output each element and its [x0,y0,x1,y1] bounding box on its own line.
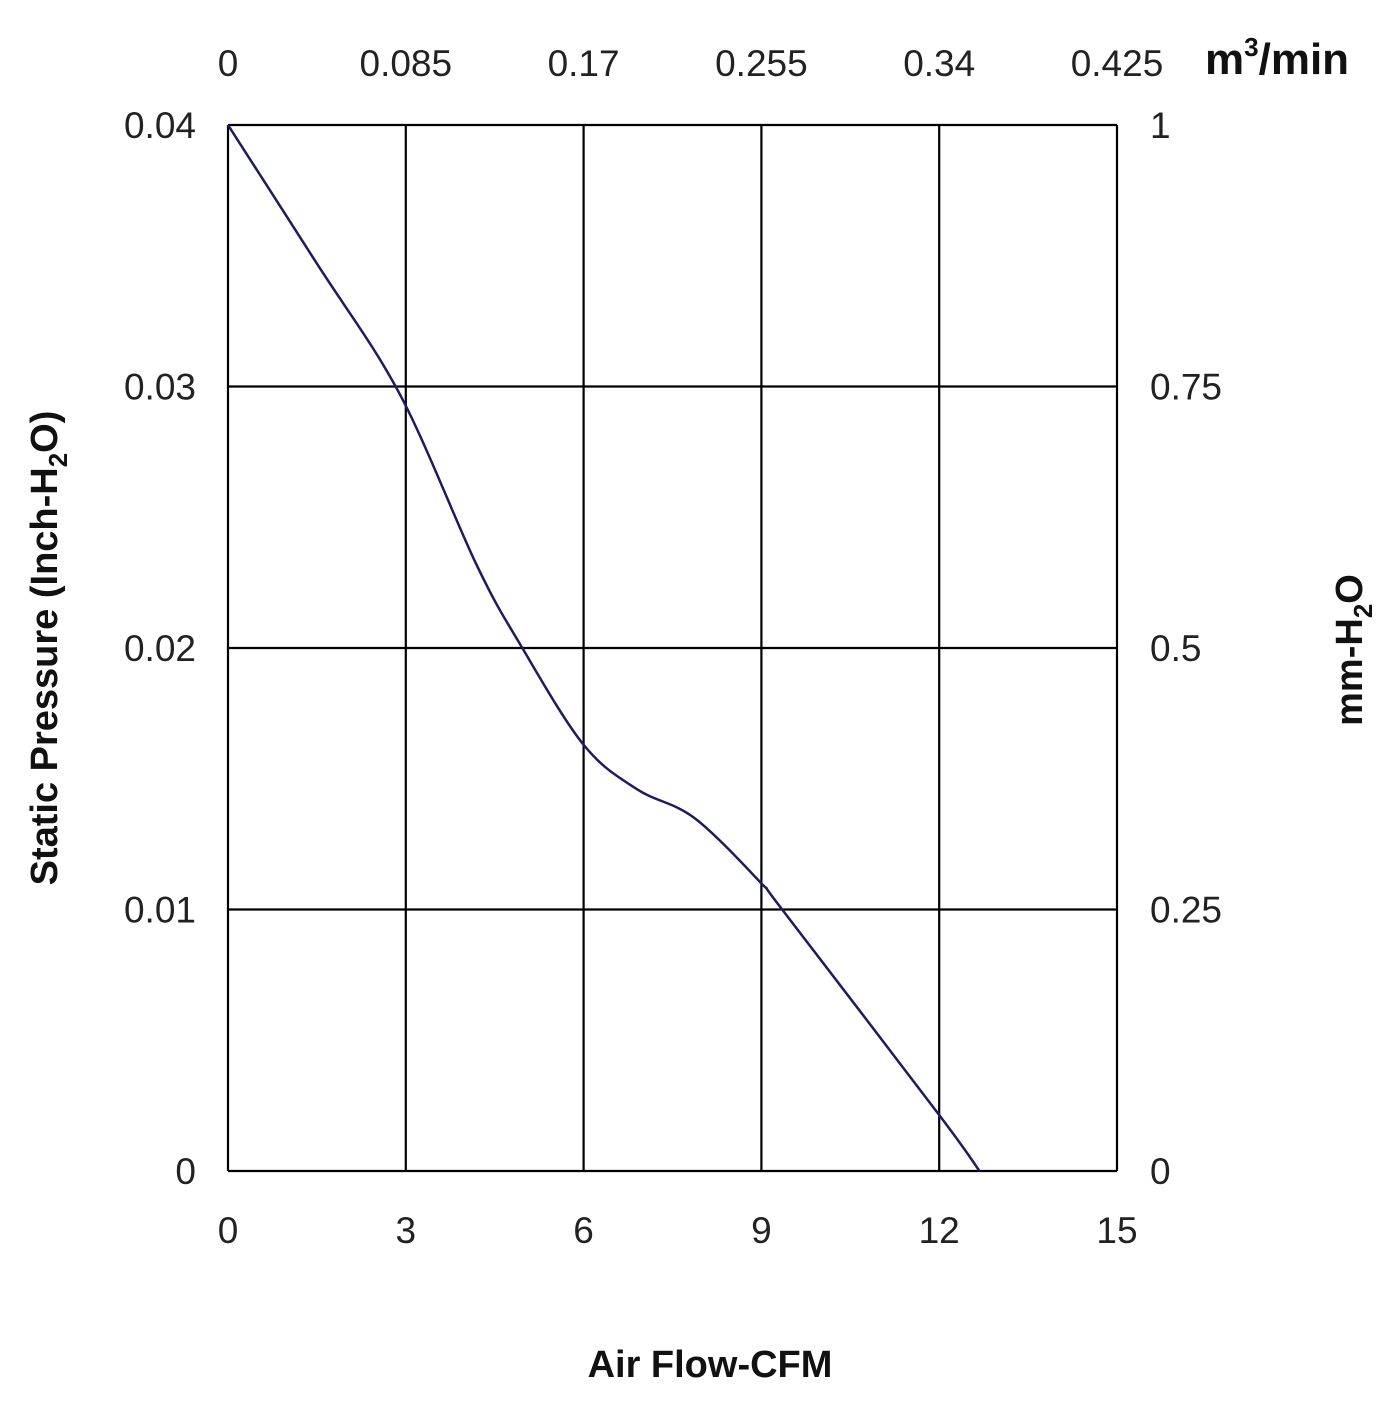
y2-tick-label: 0.75 [1150,367,1222,408]
series-line-static-pressure [226,124,981,1172]
x2-tick-label: 0.255 [715,43,808,84]
y-axis-title: Static Pressure (Inch-H2O) [24,411,73,886]
y-tick-label: 0.03 [124,367,196,408]
x2-axis-title: m3/min [1205,32,1349,84]
grid [226,123,1119,1173]
y2-tick-label: 0 [1150,1151,1171,1192]
x-tick-label: 12 [919,1210,960,1251]
x2-tick-label: 0.34 [903,43,975,84]
y-tick-label: 0.04 [124,105,196,146]
y-tick-label: 0.01 [124,890,196,931]
y-tick-label: 0 [175,1151,196,1192]
y2-tick-label: 0.25 [1150,890,1222,931]
x-tick-label: 0 [218,1210,239,1251]
x2-tick-label: 0.085 [360,43,453,84]
x2-tick-label: 0.425 [1071,43,1164,84]
y2-tick-label: 1 [1150,105,1171,146]
x-tick-label: 15 [1096,1210,1137,1251]
y2-axis-title: mm-H2O [1329,574,1378,726]
x-tick-label: 3 [396,1210,417,1251]
x2-tick-label: 0.17 [548,43,620,84]
x-axis-title: Air Flow-CFM [588,1344,833,1386]
x-tick-label: 9 [751,1210,772,1251]
y2-tick-label: 0.5 [1150,628,1201,669]
x-tick-label: 6 [573,1210,594,1251]
y-tick-label: 0.02 [124,628,196,669]
x2-tick-label: 0 [218,43,239,84]
